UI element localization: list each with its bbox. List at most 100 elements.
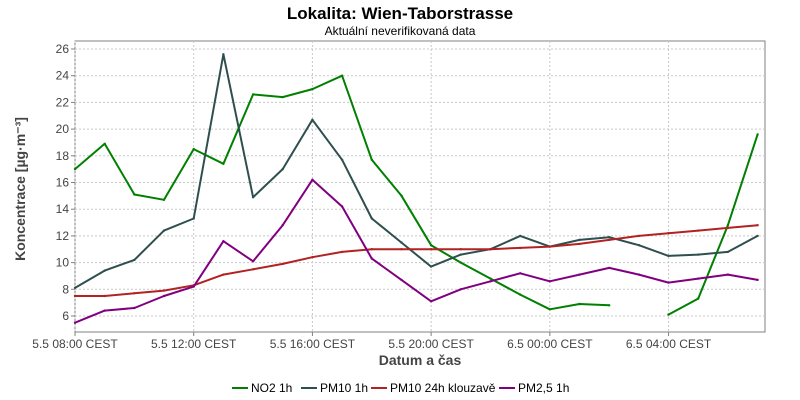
data-point	[192, 217, 195, 220]
data-point	[73, 167, 77, 171]
data-point	[311, 118, 314, 122]
data-point	[756, 133, 759, 136]
data-point	[726, 226, 730, 230]
data-point	[519, 234, 522, 238]
data-point	[726, 224, 730, 227]
data-point	[400, 241, 403, 244]
data-point	[222, 273, 225, 276]
data-point	[162, 229, 166, 232]
series-pm10-1h	[73, 53, 759, 290]
data-point	[489, 248, 492, 251]
data-point	[459, 261, 462, 264]
data-point	[637, 244, 641, 247]
data-point	[429, 248, 433, 251]
data-point	[281, 262, 284, 266]
data-point	[578, 242, 581, 246]
y-tick-label: 18	[56, 149, 70, 163]
data-point	[251, 260, 255, 263]
y-tick-label: 8	[62, 282, 69, 296]
y-tick-label: 20	[56, 122, 70, 136]
data-point	[578, 238, 581, 242]
series-no2-1h	[73, 74, 759, 316]
x-tick-label: 5.5 08:00 CEST	[32, 337, 118, 351]
data-point	[459, 253, 462, 256]
data-point	[370, 257, 373, 260]
legend-label: PM10 24h klouzavě	[390, 381, 496, 395]
data-point	[73, 321, 77, 324]
data-point	[608, 236, 611, 239]
data-point	[697, 277, 700, 280]
y-tick-label: 10	[56, 256, 70, 270]
data-point	[133, 292, 136, 295]
data-point	[251, 93, 255, 96]
x-tick-label: 6.5 04:00 CEST	[626, 337, 712, 351]
data-point	[429, 244, 433, 247]
data-point	[251, 268, 255, 271]
plot-background	[74, 40, 766, 333]
data-point	[697, 253, 700, 256]
data-point	[756, 234, 759, 238]
data-point	[103, 269, 106, 272]
data-point	[281, 224, 284, 227]
data-point	[103, 142, 106, 145]
data-point	[519, 272, 522, 275]
data-point	[340, 205, 344, 208]
x-tick-label: 5.5 16:00 CEST	[270, 337, 356, 351]
y-tick-label: 22	[56, 95, 70, 109]
data-point	[459, 248, 462, 251]
data-point	[400, 194, 403, 197]
data-point	[578, 273, 581, 276]
data-point	[103, 309, 106, 312]
x-tick-label: 5.5 20:00 CEST	[388, 337, 474, 351]
data-point	[162, 198, 166, 201]
plot-area	[73, 40, 766, 333]
data-point	[489, 280, 492, 283]
data-point	[637, 273, 641, 276]
y-tick-label: 16	[56, 175, 70, 189]
data-point	[667, 232, 670, 235]
data-point	[489, 277, 492, 280]
data-point	[667, 281, 670, 284]
series-pm10-24h-klouzav	[73, 224, 759, 298]
data-point	[103, 294, 106, 298]
data-point	[667, 254, 670, 258]
data-point	[133, 306, 136, 310]
series-pm2-5-1h	[73, 178, 759, 324]
data-point	[311, 178, 314, 181]
data-point	[340, 158, 344, 161]
data-point	[637, 234, 641, 238]
series-line-no2-1h	[668, 134, 759, 316]
data-point	[459, 288, 462, 291]
data-point	[370, 217, 373, 220]
data-point	[133, 193, 136, 196]
data-point	[519, 293, 522, 296]
data-point	[281, 95, 284, 99]
x-tick-label: 6.5 00:00 CEST	[507, 337, 593, 351]
data-point	[608, 266, 611, 270]
x-axis-label: Datum a čas	[379, 352, 462, 368]
data-point	[578, 302, 581, 306]
legend-label: PM2,5 1h	[518, 381, 569, 395]
data-point	[697, 229, 700, 232]
data-point	[133, 258, 136, 262]
series-line-pm10-24h-klouzav	[75, 224, 758, 297]
data-point	[519, 246, 522, 250]
data-point	[726, 250, 730, 254]
data-point	[548, 280, 551, 283]
y-tick-label: 24	[56, 69, 70, 83]
data-point	[162, 294, 166, 298]
legend-item-pm10-1h: PM10 1h	[301, 381, 368, 395]
x-tick-label: 5.5 12:00 CEST	[151, 337, 237, 351]
data-point	[192, 147, 195, 151]
y-axis-label: Koncentrace [µg·m⁻³]	[12, 117, 28, 261]
data-point	[370, 248, 373, 251]
data-point	[608, 238, 611, 242]
data-point	[311, 87, 314, 91]
data-point	[73, 286, 77, 290]
legend-item-no2-1h: NO2 1h	[232, 381, 292, 395]
data-point	[756, 278, 759, 282]
data-point	[370, 158, 373, 161]
data-point	[756, 224, 759, 227]
data-point	[548, 245, 551, 248]
